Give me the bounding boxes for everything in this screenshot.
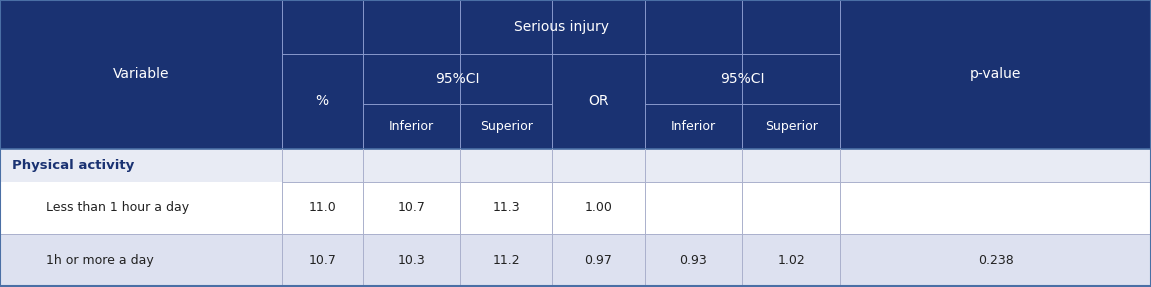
Text: p-value: p-value (970, 67, 1021, 81)
Text: Superior: Superior (765, 120, 817, 133)
Text: 0.238: 0.238 (977, 254, 1014, 267)
Bar (0, 0, 1151, 149)
Text: OR: OR (588, 94, 609, 108)
Text: Less than 1 hour a day: Less than 1 hour a day (46, 201, 189, 214)
Text: 0.97: 0.97 (585, 254, 612, 267)
Text: Inferior: Inferior (389, 120, 434, 133)
Bar (0, 182, 1151, 234)
Text: Physical activity: Physical activity (12, 159, 134, 172)
Text: 10.7: 10.7 (308, 254, 336, 267)
Text: 0.93: 0.93 (679, 254, 708, 267)
Text: Superior: Superior (480, 120, 533, 133)
Text: 10.3: 10.3 (397, 254, 426, 267)
Text: 11.0: 11.0 (308, 201, 336, 214)
Text: Inferior: Inferior (671, 120, 716, 133)
Text: 10.7: 10.7 (397, 201, 426, 214)
Text: Serious injury: Serious injury (513, 20, 609, 34)
Text: 1.00: 1.00 (585, 201, 612, 214)
Text: 11.3: 11.3 (493, 201, 520, 214)
Text: 95%CI: 95%CI (721, 72, 764, 86)
Text: Variable: Variable (113, 67, 169, 81)
Bar (0, 149, 1151, 182)
Text: 95%CI: 95%CI (435, 72, 480, 86)
Text: %: % (315, 94, 329, 108)
Bar (0, 234, 1151, 287)
Text: 1.02: 1.02 (777, 254, 806, 267)
Text: 1h or more a day: 1h or more a day (46, 254, 154, 267)
Text: 11.2: 11.2 (493, 254, 520, 267)
